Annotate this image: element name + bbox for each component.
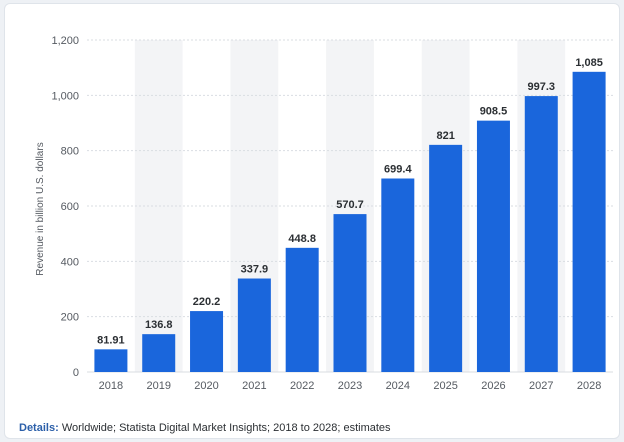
y-tick-label: 0: [73, 367, 79, 379]
bar-value-label: 220.2: [193, 296, 221, 308]
band: [134, 40, 183, 372]
x-tick-label: 2028: [577, 380, 601, 392]
x-tick-label: 2022: [290, 380, 314, 392]
bar-value-label: 821: [436, 130, 454, 142]
y-tick-label: 1,200: [51, 35, 79, 47]
details-label: Details:: [19, 422, 59, 434]
x-tick-label: 2027: [529, 380, 553, 392]
x-tick-label: 2020: [194, 380, 218, 392]
y-tick-label: 200: [61, 312, 79, 324]
bar: [142, 334, 176, 372]
bar-value-label: 1,085: [575, 57, 603, 69]
x-tick-label: 2024: [386, 380, 410, 392]
x-tick-label: 2025: [433, 380, 457, 392]
y-axis-ticks: 0 200 400 600 800 1,000 1,200: [51, 35, 79, 379]
value-labels: 81.91 136.8 220.2 337.9 448.8 570.7 699.4 821 90…: [97, 57, 603, 347]
bars: [94, 71, 606, 373]
bar: [285, 247, 319, 372]
bar-value-label: 570.7: [336, 199, 364, 211]
x-tick-label: 2018: [99, 380, 123, 392]
details-footer: Details: Worldwide; Statista Digital Mar…: [19, 422, 391, 434]
y-tick-label: 600: [61, 201, 79, 213]
x-axis-ticks: 2018 2019 2020 2021 2022 2023 2024 2025 2026 2027…: [99, 380, 602, 392]
chart-card: 0 200 400 600 800 1,000 1,200 81.91 136.8 220.2 3…: [4, 3, 620, 439]
bar: [476, 120, 510, 372]
x-tick-label: 2023: [338, 380, 362, 392]
bar-value-label: 908.5: [480, 106, 508, 118]
x-tick-label: 2019: [146, 380, 170, 392]
bar: [429, 144, 463, 372]
bar: [333, 214, 367, 372]
x-tick-label: 2026: [481, 380, 505, 392]
x-tick-label: 2021: [242, 380, 266, 392]
bar-value-label: 81.91: [97, 334, 125, 346]
details-text: Worldwide; Statista Digital Market Insig…: [61, 422, 391, 434]
y-tick-label: 1,000: [51, 90, 79, 102]
bar-value-label: 997.3: [528, 81, 556, 93]
bar-value-label: 699.4: [384, 163, 412, 175]
bar: [381, 178, 415, 372]
bar: [237, 278, 271, 372]
bar: [94, 349, 128, 372]
bar-value-label: 448.8: [288, 233, 316, 245]
y-axis-title: Revenue in billion U.S. dollars: [35, 142, 46, 275]
bar: [190, 311, 224, 372]
bar: [572, 71, 606, 373]
bar-value-label: 337.9: [241, 264, 269, 276]
y-tick-label: 400: [61, 256, 79, 268]
bar-value-label: 136.8: [145, 319, 173, 331]
bar: [524, 96, 558, 373]
bar-chart: 0 200 400 600 800 1,000 1,200 81.91 136.8 220.2 3…: [35, 35, 613, 392]
y-tick-label: 800: [61, 146, 79, 158]
